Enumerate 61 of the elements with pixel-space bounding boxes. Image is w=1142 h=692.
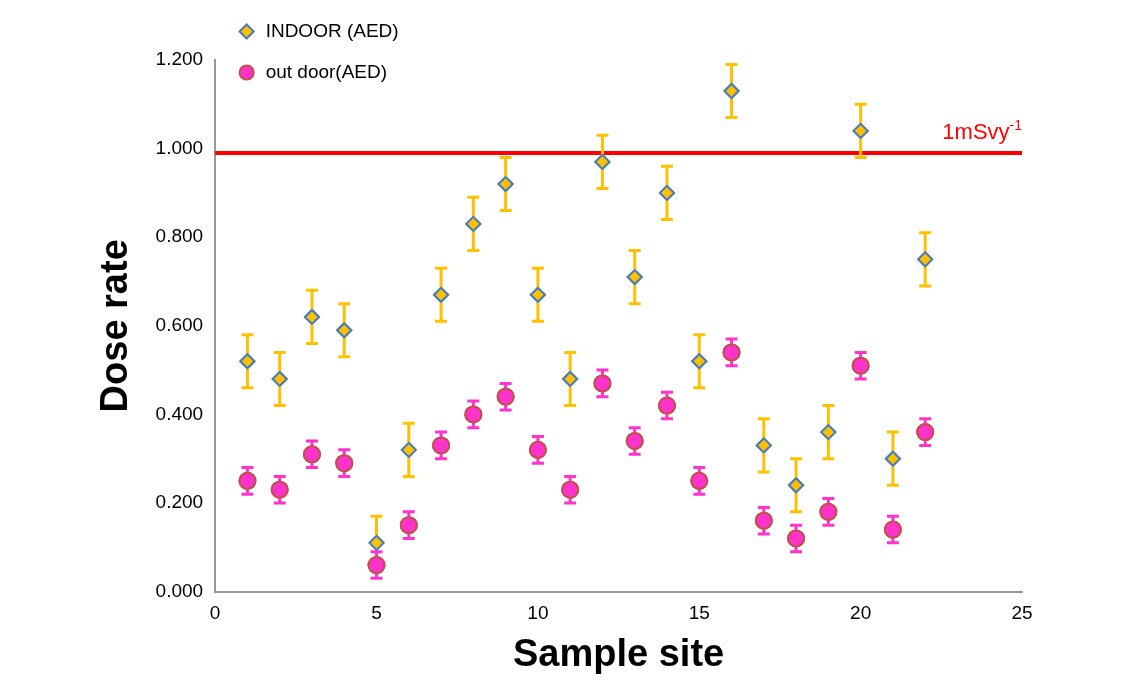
x-tick-label: 20 [850, 602, 872, 624]
point [884, 450, 901, 467]
point [658, 184, 675, 201]
point [917, 251, 934, 268]
point [819, 502, 838, 521]
point [367, 556, 386, 575]
point [464, 405, 483, 424]
point [788, 477, 805, 494]
point [754, 511, 773, 530]
point [690, 471, 709, 490]
point [562, 370, 579, 387]
y-axis-title: Dose rate [93, 239, 136, 413]
legend-label: INDOOR (AED) [265, 19, 399, 41]
point [625, 431, 644, 450]
point [722, 343, 741, 362]
y-tick-label: 0.200 [155, 491, 204, 513]
point [883, 520, 902, 539]
point [336, 322, 353, 339]
point [335, 454, 354, 473]
point [593, 374, 612, 393]
point [787, 529, 806, 548]
point [303, 308, 320, 325]
point [820, 424, 837, 441]
point [723, 83, 740, 100]
y-tick-label: 1.200 [155, 48, 204, 70]
point [432, 436, 451, 455]
point [496, 387, 515, 406]
y-tick-label: 0.600 [155, 314, 204, 336]
point [238, 471, 257, 490]
point [271, 370, 288, 387]
legend-label: out door(AED) [265, 60, 388, 82]
point [561, 480, 580, 499]
point [399, 516, 418, 535]
point [302, 445, 321, 464]
y-tick-label: 1.000 [155, 136, 204, 158]
y-tick-label: 0.400 [155, 402, 204, 424]
point [916, 423, 935, 442]
point [529, 286, 546, 303]
point [368, 534, 385, 551]
point [239, 353, 256, 370]
point [270, 480, 289, 499]
point [594, 153, 611, 170]
point [528, 440, 547, 459]
point [851, 356, 870, 375]
y-tick-label: 0.000 [155, 579, 204, 601]
x-axis-title: Sample site [512, 631, 725, 674]
point [465, 215, 482, 232]
x-tick-label: 5 [371, 602, 382, 624]
point [657, 396, 676, 415]
x-tick-label: 0 [209, 602, 221, 624]
point [852, 122, 869, 139]
y-tick-label: 0.800 [155, 225, 204, 247]
point [497, 176, 514, 193]
x-tick-label: 25 [1011, 602, 1033, 624]
point [755, 437, 772, 454]
x-tick-label: 15 [688, 602, 710, 624]
point [626, 269, 643, 286]
point [691, 353, 708, 370]
point [433, 286, 450, 303]
x-tick-label: 10 [527, 602, 549, 624]
point [400, 441, 417, 458]
